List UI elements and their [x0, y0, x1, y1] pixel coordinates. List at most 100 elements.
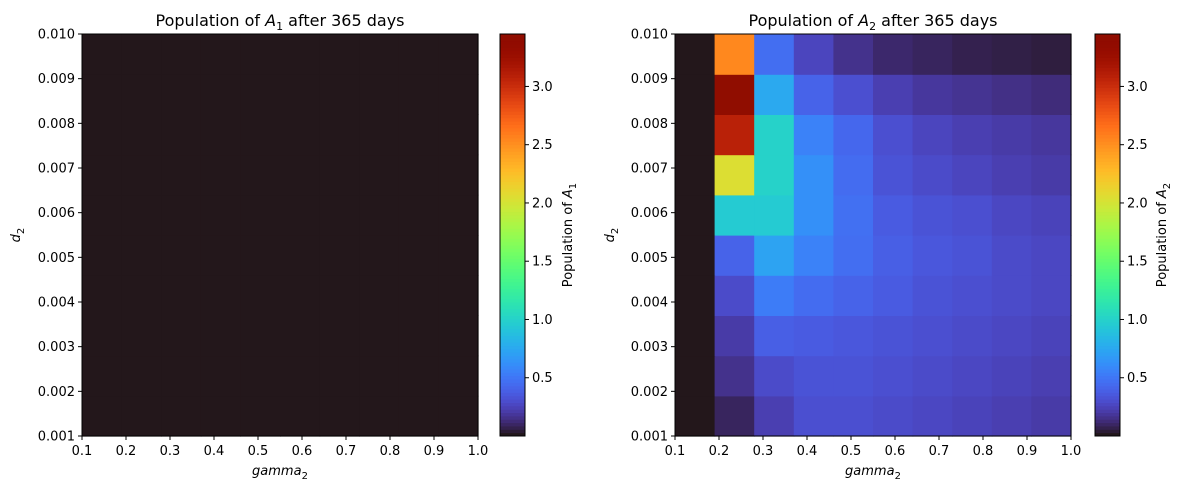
- heatmap-cell: [161, 275, 202, 316]
- colorbar-segment: [1095, 345, 1120, 350]
- colorbar-segment: [500, 258, 525, 263]
- colorbar-segment: [500, 348, 525, 353]
- colorbar-segment: [1095, 44, 1120, 48]
- colorbar-segment: [500, 214, 525, 219]
- heatmap-cell: [359, 395, 400, 437]
- colorbar-segment: [500, 34, 525, 38]
- colorbar-segment: [1095, 342, 1120, 347]
- colorbar-segment: [1095, 60, 1120, 65]
- colorbar-segment: [1095, 358, 1120, 363]
- y-tick-label: 0.009: [38, 72, 75, 87]
- heatmap-cell: [912, 74, 953, 115]
- heatmap-cell: [240, 34, 281, 75]
- colorbar-segment: [1095, 221, 1120, 226]
- heatmap-cell: [675, 34, 716, 75]
- y-tick-label: 0.007: [631, 162, 668, 177]
- heatmap-cell: [161, 395, 202, 437]
- colorbar-segment: [1095, 241, 1120, 246]
- colorbar-label: Population of A2: [1155, 183, 1173, 287]
- y-tick-label: 0.006: [38, 206, 75, 221]
- colorbar-segment: [1095, 178, 1120, 182]
- colorbar-segment: [500, 221, 525, 226]
- colorbar-segment: [1095, 248, 1120, 253]
- colorbar-segment: [1095, 362, 1120, 367]
- x-tick-label: 0.8: [380, 444, 401, 459]
- heatmap-cell: [319, 235, 360, 276]
- colorbar-segment: [1095, 405, 1120, 410]
- heatmap-cell: [952, 395, 993, 437]
- heatmap-cell: [754, 194, 795, 236]
- colorbar-segment: [500, 358, 525, 363]
- colorbar-segment: [1095, 338, 1120, 343]
- heatmap-cell: [82, 355, 123, 397]
- heatmap-cell: [200, 154, 241, 196]
- cb-label-prefix: Population of: [561, 198, 576, 287]
- title-prefix: Population of: [155, 11, 265, 30]
- heatmap-cell: [398, 395, 439, 437]
- colorbar-segment: [1095, 117, 1120, 122]
- colorbar-segment: [1095, 372, 1120, 377]
- heatmap-cell: [161, 154, 202, 196]
- colorbar-tick-label: 2.5: [532, 138, 553, 153]
- y-tick-label: 0.005: [631, 251, 668, 266]
- heatmap-cell: [161, 235, 202, 276]
- colorbar-segment: [1095, 154, 1120, 159]
- colorbar-segment: [1095, 355, 1120, 360]
- heatmap-cell: [161, 114, 202, 156]
- heatmap-cell: [1031, 114, 1072, 156]
- heatmap-cell: [991, 74, 1032, 115]
- heatmap-cell: [754, 154, 795, 196]
- colorbar-segment: [1095, 308, 1120, 313]
- heatmap-cell: [675, 114, 716, 156]
- heatmap-cell: [398, 275, 439, 316]
- colorbar-segment: [1095, 251, 1120, 256]
- heatmap-cell: [873, 315, 914, 357]
- colorbar-segment: [500, 188, 525, 192]
- heatmap-cell: [1031, 355, 1072, 397]
- cb-label-sub: 2: [1162, 183, 1173, 189]
- heatmap-cell: [991, 315, 1032, 357]
- heatmap-cell: [121, 194, 162, 236]
- heatmap-cell: [438, 74, 479, 115]
- colorbar-segment: [1095, 104, 1120, 109]
- x-tick-label: 0.6: [885, 444, 906, 459]
- colorbar-segment: [500, 171, 525, 176]
- heatmap-cell: [1031, 154, 1072, 196]
- colorbar-segment: [500, 161, 525, 166]
- heatmap-cell: [121, 34, 162, 75]
- colorbar-segment: [500, 181, 525, 186]
- colorbar-segment: [500, 114, 525, 119]
- colorbar-segment: [500, 151, 525, 156]
- colorbar-a2: 0.5 1.0 1.5 2.0 2.5 3.0: [1094, 33, 1148, 437]
- heatmap-cell: [912, 34, 953, 75]
- title-var: A: [264, 11, 276, 30]
- heatmap-cell: [991, 235, 1032, 276]
- colorbar-segment: [500, 90, 525, 95]
- heatmap-cell: [912, 395, 953, 437]
- colorbar-segment: [500, 405, 525, 410]
- colorbar-segment: [500, 67, 525, 72]
- heatmap-cells: [82, 34, 479, 437]
- heatmap-cell: [280, 34, 321, 75]
- colorbar-segment: [1095, 409, 1120, 414]
- heatmap-cell: [121, 154, 162, 196]
- heatmap-cell: [280, 194, 321, 236]
- colorbar-segment: [1095, 258, 1120, 263]
- colorbar-tick-label: 0.5: [532, 371, 553, 386]
- heatmap-cell: [438, 194, 479, 236]
- colorbar-segment: [500, 204, 525, 209]
- heatmap-cell: [793, 315, 834, 357]
- colorbar-segment: [500, 318, 525, 323]
- heatmap-cell: [833, 315, 874, 357]
- heatmap-cell: [121, 395, 162, 437]
- colorbar-segment: [1095, 419, 1120, 424]
- colorbar-segment: [500, 365, 525, 370]
- heatmap-cell: [952, 315, 993, 357]
- ylabel-var: d: [9, 233, 24, 242]
- colorbar-segment: [500, 275, 525, 280]
- xlabel-var: gamma: [252, 464, 302, 479]
- colorbar-segment: [1095, 291, 1120, 296]
- heatmap-cell: [319, 194, 360, 236]
- heatmap-cell: [240, 194, 281, 236]
- colorbar-segment: [1095, 198, 1120, 202]
